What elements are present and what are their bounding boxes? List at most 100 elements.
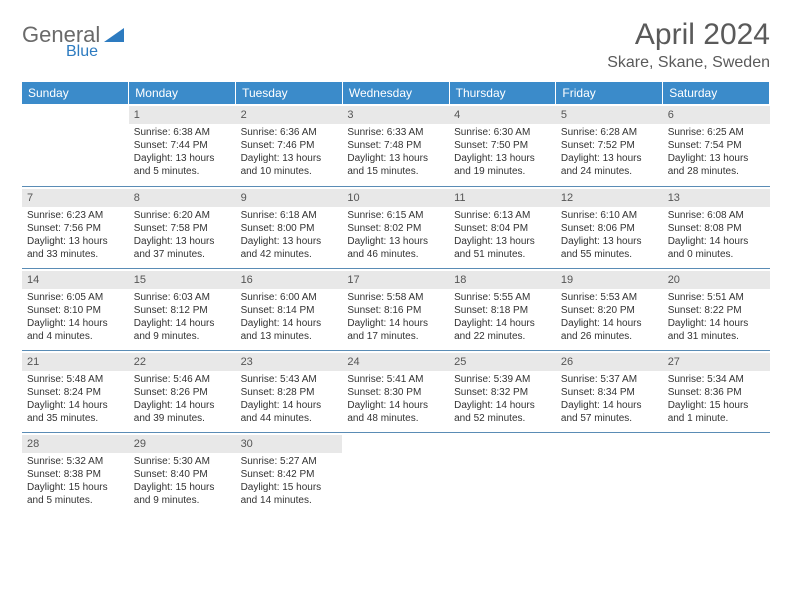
sunrise-text: Sunrise: 6:18 AM	[241, 209, 338, 222]
calendar-week-row: 28Sunrise: 5:32 AMSunset: 8:38 PMDayligh…	[22, 432, 770, 513]
day-details: Sunrise: 6:03 AMSunset: 8:12 PMDaylight:…	[133, 291, 232, 343]
daylight-text: Daylight: 14 hours and 52 minutes.	[454, 399, 551, 425]
calendar-cell: 15Sunrise: 6:03 AMSunset: 8:12 PMDayligh…	[129, 268, 236, 350]
day-details: Sunrise: 6:18 AMSunset: 8:00 PMDaylight:…	[240, 209, 339, 261]
daylight-text: Daylight: 13 hours and 19 minutes.	[454, 152, 551, 178]
day-header-row: SundayMondayTuesdayWednesdayThursdayFrid…	[22, 82, 770, 104]
sunset-text: Sunset: 7:44 PM	[134, 139, 231, 152]
calendar-cell: 17Sunrise: 5:58 AMSunset: 8:16 PMDayligh…	[342, 268, 449, 350]
sunset-text: Sunset: 8:28 PM	[241, 386, 338, 399]
calendar-cell: 16Sunrise: 6:00 AMSunset: 8:14 PMDayligh…	[236, 268, 343, 350]
daylight-text: Daylight: 13 hours and 28 minutes.	[668, 152, 765, 178]
day-details: Sunrise: 5:48 AMSunset: 8:24 PMDaylight:…	[26, 373, 125, 425]
location: Skare, Skane, Sweden	[607, 54, 770, 72]
day-number: 12	[556, 189, 663, 207]
calendar-cell: 26 Sunrise: 5:37 AMSunset: 8:34 PMDayligh…	[556, 350, 663, 432]
sunset-text: Sunset: 8:06 PM	[561, 222, 658, 235]
daylight-text: Daylight: 14 hours and 31 minutes.	[668, 317, 765, 343]
sunrise-text: Sunrise: 6:15 AM	[347, 209, 444, 222]
daylight-text: Daylight: 15 hours and 1 minute.	[668, 399, 765, 425]
calendar-cell: 9 Sunrise: 6:18 AMSunset: 8:00 PMDaylight…	[236, 186, 343, 268]
daylight-text: Daylight: 14 hours and 39 minutes.	[134, 399, 231, 425]
day-details: Sunrise: 5:27 AMSunset: 8:42 PMDaylight:…	[240, 455, 339, 507]
day-details: Sunrise: 5:30 AMSunset: 8:40 PMDaylight:…	[133, 455, 232, 507]
day-number: 2	[236, 106, 343, 124]
calendar-cell: 21Sunrise: 5:48 AMSunset: 8:24 PMDayligh…	[22, 350, 129, 432]
day-number: 26	[556, 353, 663, 371]
daylight-text: Daylight: 13 hours and 10 minutes.	[241, 152, 338, 178]
day-details: Sunrise: 6:23 AMSunset: 7:56 PMDaylight:…	[26, 209, 125, 261]
sunrise-text: Sunrise: 6:20 AM	[134, 209, 231, 222]
header: General Blue April 2024 Skare, Skane, Sw…	[22, 18, 770, 72]
sunrise-text: Sunrise: 6:36 AM	[241, 126, 338, 139]
sunrise-text: Sunrise: 6:08 AM	[668, 209, 765, 222]
sunset-text: Sunset: 8:40 PM	[134, 468, 231, 481]
calendar-cell: 8Sunrise: 6:20 AMSunset: 7:58 PMDaylight…	[129, 186, 236, 268]
calendar-cell: 11 Sunrise: 6:13 AMSunset: 8:04 PMDayligh…	[449, 186, 556, 268]
daylight-text: Daylight: 14 hours and 48 minutes.	[347, 399, 444, 425]
calendar-cell: 3Sunrise: 6:33 AMSunset: 7:48 PMDaylight…	[342, 104, 449, 186]
calendar-cell	[663, 432, 770, 513]
sunset-text: Sunset: 7:58 PM	[134, 222, 231, 235]
daylight-text: Daylight: 15 hours and 5 minutes.	[27, 481, 124, 507]
sunset-text: Sunset: 7:56 PM	[27, 222, 124, 235]
day-details: Sunrise: 6:10 AMSunset: 8:06 PMDaylight:…	[560, 209, 659, 261]
day-number: 7	[22, 189, 129, 207]
day-details: Sunrise: 6:33 AMSunset: 7:48 PMDaylight:…	[346, 126, 445, 178]
calendar-week-row: 14Sunrise: 6:05 AMSunset: 8:10 PMDayligh…	[22, 268, 770, 350]
sunset-text: Sunset: 8:12 PM	[134, 304, 231, 317]
day-details: Sunrise: 5:55 AMSunset: 8:18 PMDaylight:…	[453, 291, 552, 343]
daylight-text: Daylight: 13 hours and 51 minutes.	[454, 235, 551, 261]
calendar-cell	[342, 432, 449, 513]
calendar-cell: 30Sunrise: 5:27 AMSunset: 8:42 PMDayligh…	[236, 432, 343, 513]
calendar-cell: 23Sunrise: 5:43 AMSunset: 8:28 PMDayligh…	[236, 350, 343, 432]
day-number: 20	[663, 271, 770, 289]
day-header: Wednesday	[342, 82, 449, 104]
day-number: 9	[236, 189, 343, 207]
daylight-text: Daylight: 14 hours and 44 minutes.	[241, 399, 338, 425]
sunrise-text: Sunrise: 5:46 AM	[134, 373, 231, 386]
day-details: Sunrise: 5:58 AMSunset: 8:16 PMDaylight:…	[346, 291, 445, 343]
calendar-cell: 5Sunrise: 6:28 AMSunset: 7:52 PMDaylight…	[556, 104, 663, 186]
sunrise-text: Sunrise: 5:55 AM	[454, 291, 551, 304]
calendar-cell	[556, 432, 663, 513]
daylight-text: Daylight: 13 hours and 46 minutes.	[347, 235, 444, 261]
sunset-text: Sunset: 8:22 PM	[668, 304, 765, 317]
sunrise-text: Sunrise: 5:27 AM	[241, 455, 338, 468]
daylight-text: Daylight: 13 hours and 15 minutes.	[347, 152, 444, 178]
calendar-cell: 25Sunrise: 5:39 AMSunset: 8:32 PMDayligh…	[449, 350, 556, 432]
daylight-text: Daylight: 14 hours and 17 minutes.	[347, 317, 444, 343]
day-number: 11	[449, 189, 556, 207]
calendar-cell: 22Sunrise: 5:46 AMSunset: 8:26 PMDayligh…	[129, 350, 236, 432]
sunrise-text: Sunrise: 6:13 AM	[454, 209, 551, 222]
daylight-text: Daylight: 13 hours and 24 minutes.	[561, 152, 658, 178]
calendar-cell: 24Sunrise: 5:41 AMSunset: 8:30 PMDayligh…	[342, 350, 449, 432]
sunset-text: Sunset: 8:04 PM	[454, 222, 551, 235]
daylight-text: Daylight: 14 hours and 13 minutes.	[241, 317, 338, 343]
day-header: Monday	[129, 82, 236, 104]
sunset-text: Sunset: 7:50 PM	[454, 139, 551, 152]
calendar-cell: 1Sunrise: 6:38 AMSunset: 7:44 PMDaylight…	[129, 104, 236, 186]
sunrise-text: Sunrise: 6:33 AM	[347, 126, 444, 139]
calendar-cell: 4Sunrise: 6:30 AMSunset: 7:50 PMDaylight…	[449, 104, 556, 186]
daylight-text: Daylight: 15 hours and 14 minutes.	[241, 481, 338, 507]
sunset-text: Sunset: 8:38 PM	[27, 468, 124, 481]
daylight-text: Daylight: 13 hours and 42 minutes.	[241, 235, 338, 261]
day-number: 10	[342, 189, 449, 207]
calendar-week-row: 1Sunrise: 6:38 AMSunset: 7:44 PMDaylight…	[22, 104, 770, 186]
day-details: Sunrise: 6:28 AMSunset: 7:52 PMDaylight:…	[560, 126, 659, 178]
calendar-cell: 29Sunrise: 5:30 AMSunset: 8:40 PMDayligh…	[129, 432, 236, 513]
day-details: Sunrise: 6:15 AMSunset: 8:02 PMDaylight:…	[346, 209, 445, 261]
sunset-text: Sunset: 8:18 PM	[454, 304, 551, 317]
day-number: 13	[663, 189, 770, 207]
sunrise-text: Sunrise: 6:23 AM	[27, 209, 124, 222]
calendar-cell: 7 Sunrise: 6:23 AMSunset: 7:56 PMDaylight…	[22, 186, 129, 268]
calendar-week-row: 7Sunrise: 6:23 AMSunset: 7:56 PMDaylight…	[22, 186, 770, 268]
daylight-text: Daylight: 14 hours and 9 minutes.	[134, 317, 231, 343]
sunrise-text: Sunrise: 5:41 AM	[347, 373, 444, 386]
calendar-cell: 14Sunrise: 6:05 AMSunset: 8:10 PMDayligh…	[22, 268, 129, 350]
sunset-text: Sunset: 8:34 PM	[561, 386, 658, 399]
logo-triangle-icon	[104, 26, 124, 47]
sunset-text: Sunset: 7:48 PM	[347, 139, 444, 152]
day-details: Sunrise: 5:37 AMSunset: 8:34 PMDaylight:…	[560, 373, 659, 425]
